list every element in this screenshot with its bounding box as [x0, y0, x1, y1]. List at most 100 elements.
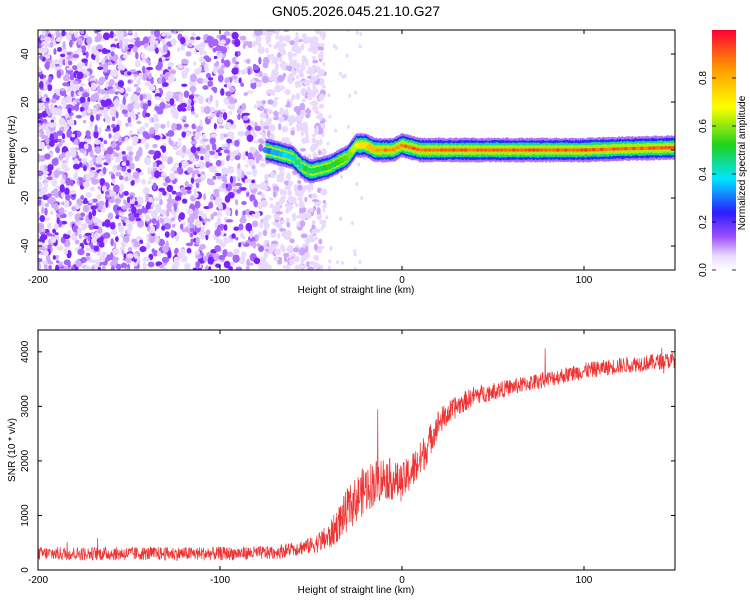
noise-dot: [195, 254, 202, 259]
noise-dot: [127, 44, 135, 49]
noise-dot: [121, 267, 126, 270]
noise-dot: [135, 51, 139, 60]
noise-dot: [139, 94, 144, 102]
noise-dot: [144, 122, 149, 128]
noise-dot: [96, 238, 103, 244]
noise-dot: [171, 223, 176, 228]
noise-dot: [42, 96, 48, 102]
signal-peak: [603, 147, 609, 152]
noise-dot: [46, 193, 52, 198]
noise-dot: [191, 32, 196, 37]
noise-dot: [293, 256, 300, 262]
noise-dot: [288, 121, 293, 127]
noise-dot: [190, 238, 194, 244]
noise-dot: [354, 90, 358, 95]
noise-dot: [305, 109, 312, 114]
noise-dot: [114, 91, 119, 95]
noise-dot: [332, 44, 336, 49]
noise-dot: [247, 41, 253, 49]
noise-dot: [280, 220, 286, 224]
noise-dot: [165, 209, 170, 217]
noise-dot: [40, 206, 45, 214]
noise-dot: [144, 214, 151, 222]
noise-dot: [287, 195, 295, 204]
noise-dot: [223, 149, 230, 154]
noise-dot: [254, 30, 262, 36]
noise-dot: [88, 199, 93, 204]
noise-dot: [145, 193, 149, 202]
noise-dot: [153, 123, 161, 129]
noise-dot: [39, 54, 44, 60]
noise-dot: [223, 97, 230, 104]
noise-dot: [221, 64, 225, 69]
signal-peak: [527, 148, 532, 152]
noise-dot: [136, 196, 144, 205]
noise-dot: [127, 116, 132, 124]
noise-dot: [175, 235, 180, 242]
signal-peak: [342, 155, 349, 162]
noise-dot: [225, 91, 233, 97]
noise-dot: [310, 193, 318, 199]
noise-dot: [277, 175, 285, 183]
noise-dot: [44, 202, 50, 208]
noise-dot: [114, 198, 122, 204]
noise-dot: [148, 235, 156, 244]
snr-y-tick-label: 3000: [20, 395, 31, 418]
noise-dot: [306, 86, 311, 93]
noise-dot: [238, 223, 244, 231]
noise-dot: [126, 196, 131, 204]
noise-dot: [148, 149, 156, 155]
noise-dot: [173, 203, 177, 212]
noise-dot: [126, 145, 133, 152]
noise-dot: [97, 200, 105, 206]
noise-dot: [84, 232, 92, 237]
noise-dot: [142, 103, 149, 111]
noise-dot: [80, 45, 87, 54]
noise-dot: [158, 47, 162, 52]
noise-dot: [190, 145, 197, 154]
noise-dot: [186, 208, 194, 215]
noise-dot: [193, 188, 197, 195]
noise-dot: [47, 222, 52, 230]
colorbar-tick-label: 0.2: [698, 215, 709, 229]
noise-dot: [45, 97, 50, 102]
noise-dot: [252, 168, 258, 177]
noise-dot: [327, 93, 331, 98]
noise-dot: [38, 120, 43, 124]
noise-dot: [286, 65, 293, 72]
noise-dot: [145, 58, 150, 64]
noise-dot: [152, 161, 157, 168]
signal-peak: [387, 148, 392, 152]
noise-dot: [104, 219, 111, 228]
noise-dot: [261, 193, 265, 199]
noise-dot: [284, 180, 289, 186]
noise-dot: [51, 157, 59, 166]
noise-dot: [127, 247, 133, 252]
noise-dot: [145, 45, 153, 52]
noise-dot: [227, 191, 235, 199]
noise-dot: [172, 111, 180, 120]
noise-dot: [46, 63, 50, 71]
colorbar-tick-label: 0.8: [698, 71, 709, 85]
noise-dot: [116, 30, 122, 37]
noise-dot: [199, 243, 206, 250]
noise-dot: [307, 80, 313, 84]
noise-dot: [281, 137, 285, 144]
noise-dot: [38, 132, 41, 137]
noise-dot: [262, 229, 268, 237]
signal-peak: [639, 146, 645, 151]
noise-dot: [170, 38, 177, 47]
noise-dot: [124, 136, 129, 143]
noise-dot: [41, 170, 50, 175]
noise-dot: [209, 165, 217, 173]
noise-dot: [299, 148, 307, 152]
noise-dot: [38, 181, 43, 190]
noise-dot: [213, 87, 218, 94]
noise-dot: [79, 177, 83, 186]
noise-dot: [285, 207, 290, 214]
noise-dot: [176, 47, 181, 52]
noise-dot: [254, 125, 262, 132]
noise-dot: [144, 142, 149, 150]
noise-dot: [90, 82, 97, 91]
noise-dot: [267, 88, 274, 95]
